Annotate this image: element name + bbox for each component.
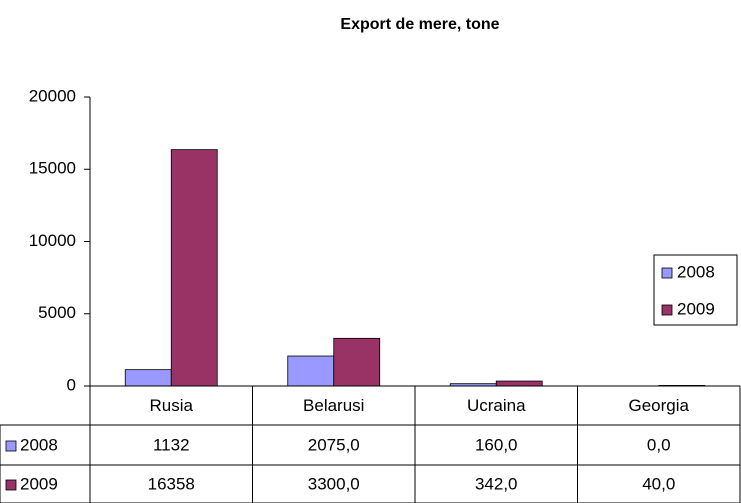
table-cell: 1132	[153, 435, 190, 454]
x-tick-label: Belarusi	[303, 396, 364, 415]
bar	[170, 149, 218, 387]
bar	[495, 380, 543, 387]
table-cell: 2075,0	[308, 435, 360, 454]
legend-label: 2009	[677, 299, 715, 318]
bar	[333, 337, 381, 387]
table-row-label: 2008	[20, 435, 58, 454]
table-legend-key	[5, 479, 17, 491]
y-tick-label: 20000	[29, 86, 76, 105]
table-cell: 160,0	[475, 435, 518, 454]
x-tick-label: Ucraina	[467, 396, 526, 415]
bar	[287, 355, 335, 387]
legend-key	[661, 304, 673, 316]
x-tick-label: Georgia	[629, 396, 690, 415]
table-cell: 3300,0	[308, 474, 360, 493]
legend-label: 2008	[677, 262, 715, 281]
x-tick-label: Rusia	[150, 396, 194, 415]
y-tick-label: 0	[67, 375, 76, 394]
table-cell: 342,0	[475, 474, 518, 493]
table-cell: 0,0	[647, 435, 671, 454]
table-row-label: 2009	[20, 474, 58, 493]
table-cell: 16358	[148, 474, 195, 493]
table-cell: 40,0	[642, 474, 675, 493]
table-legend-key	[5, 440, 17, 452]
bar	[124, 369, 172, 387]
y-tick-label: 15000	[29, 159, 76, 178]
legend-key	[661, 267, 673, 279]
y-tick-label: 5000	[38, 303, 76, 322]
chart-title: Export de mere, tone	[340, 16, 499, 33]
y-tick-label: 10000	[29, 231, 76, 250]
